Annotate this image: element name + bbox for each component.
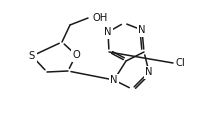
Text: N: N [110, 75, 117, 85]
Text: OH: OH [93, 13, 108, 23]
Text: O: O [72, 50, 79, 60]
Text: N: N [104, 27, 111, 37]
Text: N: N [145, 67, 152, 77]
Text: N: N [138, 25, 145, 35]
Text: S: S [29, 51, 35, 61]
Text: Cl: Cl [175, 58, 185, 68]
